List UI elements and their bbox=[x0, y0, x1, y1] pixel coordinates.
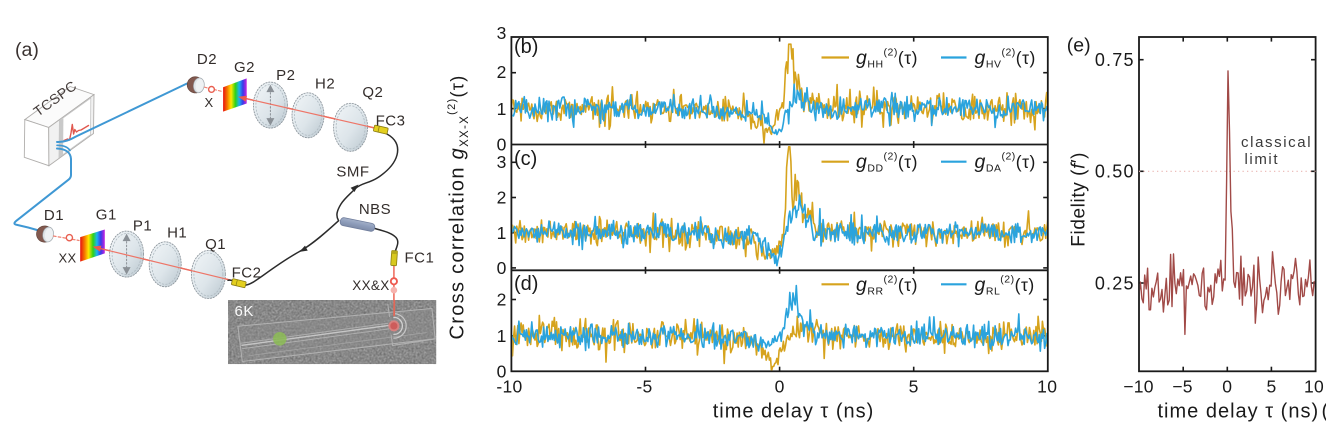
svg-text:(b): (b) bbox=[514, 36, 538, 58]
svg-text:time delay τ (ns): time delay τ (ns) bbox=[1158, 401, 1320, 423]
svg-text:G2: G2 bbox=[234, 59, 255, 76]
svg-text:0: 0 bbox=[775, 377, 785, 397]
svg-text:−5: −5 bbox=[1172, 377, 1193, 397]
svg-text:H2: H2 bbox=[315, 76, 335, 93]
svg-text:FC1: FC1 bbox=[405, 250, 435, 267]
svg-text:time delay τ (ns): time delay τ (ns) bbox=[713, 401, 875, 423]
svg-text:gRL(2)(τ): gRL(2)(τ) bbox=[975, 273, 1035, 297]
svg-text:2: 2 bbox=[497, 188, 507, 208]
svg-text:SMF: SMF bbox=[336, 164, 369, 181]
svg-text:5: 5 bbox=[909, 377, 919, 397]
svg-text:D2: D2 bbox=[197, 51, 217, 68]
svg-text:1: 1 bbox=[497, 99, 507, 119]
svg-text:gDD(2)(τ): gDD(2)(τ) bbox=[856, 151, 918, 175]
svg-text:3: 3 bbox=[497, 152, 507, 172]
svg-text:XX: XX bbox=[59, 251, 77, 266]
svg-text:5: 5 bbox=[1266, 377, 1276, 397]
svg-text:P1: P1 bbox=[133, 218, 152, 235]
svg-text:10: 10 bbox=[1304, 377, 1324, 397]
svg-text:gHH(2)(τ): gHH(2)(τ) bbox=[856, 47, 918, 71]
svg-text:FC2: FC2 bbox=[232, 264, 262, 281]
svg-text:XX&X: XX&X bbox=[352, 278, 389, 293]
svg-text:6K: 6K bbox=[235, 303, 254, 320]
svg-text:0: 0 bbox=[497, 134, 507, 154]
svg-text:FC3: FC3 bbox=[376, 113, 406, 130]
svg-text:D1: D1 bbox=[44, 207, 64, 224]
svg-text:G1: G1 bbox=[96, 207, 117, 224]
svg-text:0.75: 0.75 bbox=[1095, 50, 1135, 70]
svg-text:(e): (e) bbox=[1067, 35, 1091, 57]
svg-text:2: 2 bbox=[497, 290, 507, 310]
svg-text:10: 10 bbox=[1037, 377, 1057, 397]
svg-text:(: ( bbox=[1322, 401, 1326, 423]
svg-text:X: X bbox=[205, 95, 214, 110]
svg-text:limit: limit bbox=[1244, 151, 1279, 168]
svg-text:−10: −10 bbox=[1123, 377, 1154, 397]
svg-text:Q2: Q2 bbox=[362, 84, 383, 101]
svg-text:1: 1 bbox=[497, 326, 507, 346]
svg-text:0.25: 0.25 bbox=[1095, 273, 1135, 293]
svg-text:0: 0 bbox=[1222, 377, 1232, 397]
svg-text:3: 3 bbox=[497, 23, 507, 43]
svg-text:0: 0 bbox=[497, 362, 507, 382]
svg-text:Fidelity (f′): Fidelity (f′) bbox=[1068, 152, 1089, 247]
svg-text:(a): (a) bbox=[15, 39, 39, 61]
svg-text:1: 1 bbox=[497, 223, 507, 243]
svg-text:NBS: NBS bbox=[359, 201, 391, 218]
svg-text:-10: -10 bbox=[496, 377, 522, 397]
svg-text:-5: -5 bbox=[636, 377, 652, 397]
svg-text:Q1: Q1 bbox=[205, 236, 226, 253]
svg-text:0: 0 bbox=[497, 258, 507, 278]
svg-text:gDA(2)(τ): gDA(2)(τ) bbox=[975, 151, 1036, 175]
svg-text:(d): (d) bbox=[514, 273, 538, 295]
svg-text:2: 2 bbox=[497, 62, 507, 82]
svg-text:classical: classical bbox=[1241, 134, 1312, 151]
svg-text:(c): (c) bbox=[514, 148, 537, 170]
svg-text:gHV(2)(τ): gHV(2)(τ) bbox=[975, 47, 1036, 71]
svg-text:0.50: 0.50 bbox=[1095, 162, 1135, 182]
svg-text:H1: H1 bbox=[167, 225, 187, 242]
svg-text:P2: P2 bbox=[276, 67, 295, 84]
svg-text:gRR(2)(τ): gRR(2)(τ) bbox=[856, 273, 918, 297]
